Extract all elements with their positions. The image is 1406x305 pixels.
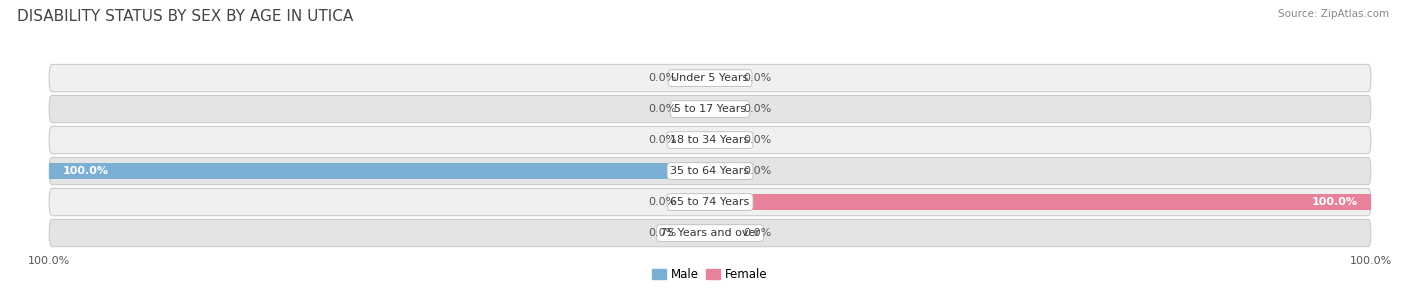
Bar [688,132,710,148]
Bar [710,70,733,86]
Text: 0.0%: 0.0% [648,197,678,207]
Text: 75 Years and over: 75 Years and over [659,228,761,238]
Bar [710,194,733,210]
Text: 5 to 17 Years: 5 to 17 Years [673,104,747,114]
Bar [688,225,710,241]
FancyBboxPatch shape [49,126,1371,154]
Bar [710,163,733,179]
Text: 0.0%: 0.0% [742,73,772,83]
Text: 18 to 34 Years: 18 to 34 Years [671,135,749,145]
Text: 0.0%: 0.0% [742,104,772,114]
Bar [49,163,710,179]
Text: 0.0%: 0.0% [648,228,678,238]
Text: 0.0%: 0.0% [742,228,772,238]
Text: Under 5 Years: Under 5 Years [672,73,748,83]
Text: 35 to 64 Years: 35 to 64 Years [671,166,749,176]
Text: 100.0%: 100.0% [62,166,108,176]
FancyBboxPatch shape [49,219,1371,247]
Bar [688,101,710,117]
FancyBboxPatch shape [49,188,1371,216]
Legend: Male, Female: Male, Female [648,263,772,286]
Bar [710,132,733,148]
FancyBboxPatch shape [49,95,1371,123]
Text: 65 to 74 Years: 65 to 74 Years [671,197,749,207]
Text: 0.0%: 0.0% [742,135,772,145]
Text: Source: ZipAtlas.com: Source: ZipAtlas.com [1278,9,1389,19]
Bar [688,163,710,179]
FancyBboxPatch shape [49,157,1371,185]
Text: DISABILITY STATUS BY SEX BY AGE IN UTICA: DISABILITY STATUS BY SEX BY AGE IN UTICA [17,9,353,24]
Bar [688,194,710,210]
Text: 0.0%: 0.0% [648,135,678,145]
FancyBboxPatch shape [49,64,1371,92]
Bar [710,225,733,241]
Text: 100.0%: 100.0% [1312,197,1358,207]
Bar [688,70,710,86]
Text: 0.0%: 0.0% [648,104,678,114]
Text: 0.0%: 0.0% [742,166,772,176]
Text: 0.0%: 0.0% [648,73,678,83]
Bar [710,194,1371,210]
Bar [710,101,733,117]
